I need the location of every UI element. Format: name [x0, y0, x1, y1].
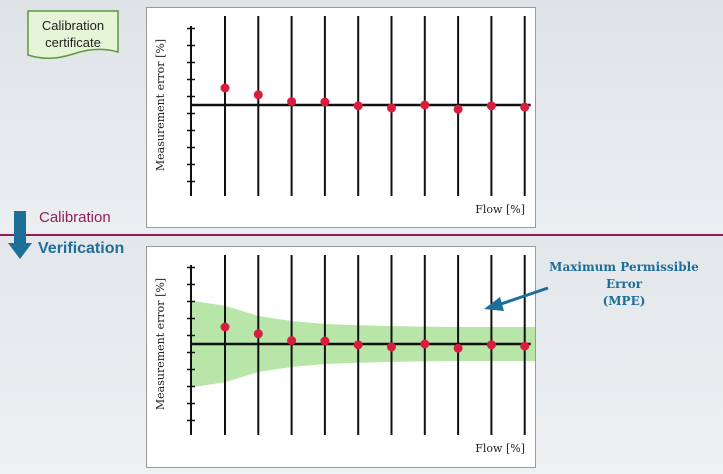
verification-chart: Measurement error [%] Flow [%]: [146, 246, 536, 468]
calibration-data-point: [287, 97, 297, 107]
calibration-data-point: [486, 101, 496, 111]
mpe-label-line1: Maximum Permissible Error: [549, 260, 699, 291]
verification-data-point: [520, 341, 530, 351]
calibration-xlabel: Flow [%]: [475, 203, 525, 216]
calibration-certificate: Calibration certificate: [27, 10, 119, 62]
calibration-label: Calibration: [39, 209, 111, 226]
mpe-label-line2: (MPE): [602, 294, 646, 308]
calibration-chart-svg: Measurement error [%] Flow [%]: [154, 16, 531, 216]
verification-data-point: [453, 343, 463, 353]
certificate-shape: [27, 10, 119, 59]
verification-ylabel: Measurement error [%]: [154, 278, 167, 410]
mpe-label: Maximum Permissible Error (MPE): [534, 259, 714, 310]
certificate-line1: Calibration: [41, 18, 105, 33]
verification-data-point: [486, 340, 496, 350]
verification-data-point: [420, 339, 430, 349]
calibration-data-point: [520, 102, 530, 112]
calibration-data-point: [420, 100, 430, 110]
verification-label: Verification: [38, 240, 125, 257]
verification-data-point: [353, 340, 363, 350]
section-divider: [0, 234, 723, 236]
verification-xlabel: Flow [%]: [475, 442, 525, 455]
calibration-ylabel: Measurement error [%]: [154, 39, 167, 171]
calibration-data-point: [353, 101, 363, 111]
down-arrow-icon: [8, 211, 32, 259]
verification-data-point: [320, 336, 330, 346]
calibration-data-point: [453, 104, 463, 114]
calibration-data-point: [320, 97, 330, 107]
calibration-data-point: [253, 90, 263, 100]
calibration-chart: Measurement error [%] Flow [%]: [146, 7, 536, 228]
verification-data-point: [287, 336, 297, 346]
verification-data-point: [387, 342, 396, 352]
verification-data-point: [253, 329, 263, 339]
calibration-data-point: [220, 83, 230, 93]
verification-data-point: [220, 322, 230, 332]
verification-chart-svg: Measurement error [%] Flow [%]: [154, 255, 535, 455]
certificate-line2: certificate: [45, 35, 101, 50]
certificate-text: Calibration certificate: [27, 17, 119, 51]
calibration-data-point: [387, 103, 396, 113]
